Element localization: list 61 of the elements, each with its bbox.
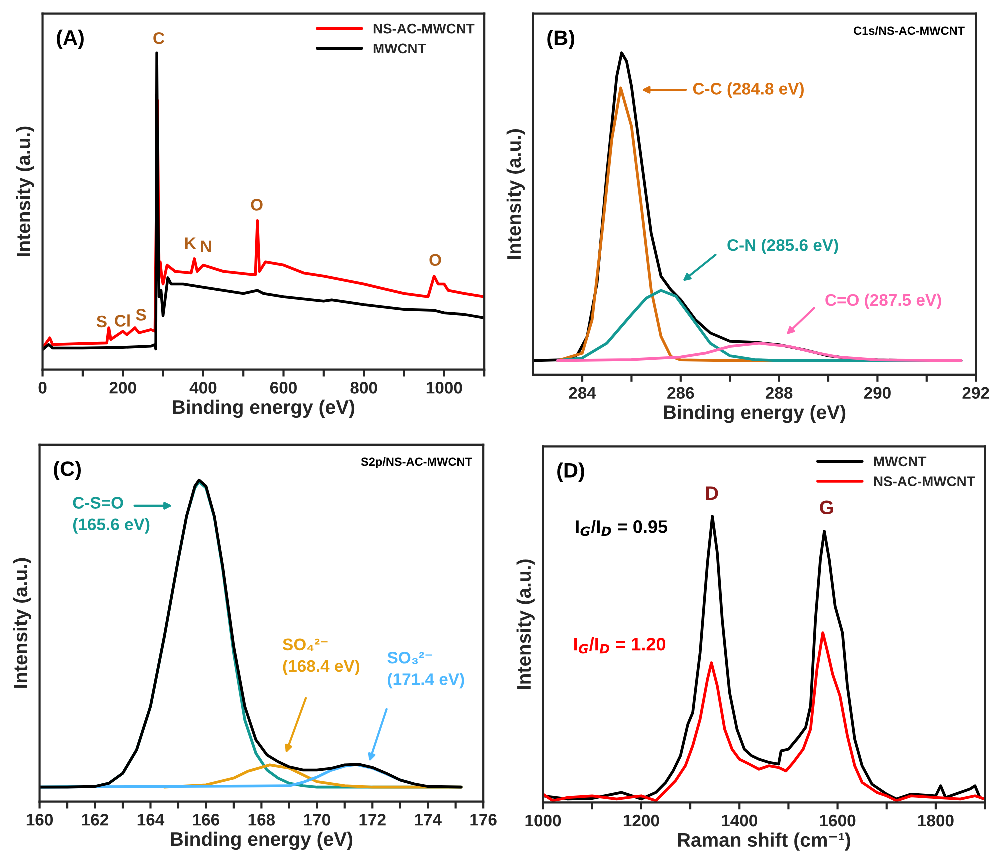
annotation: SO₄²⁻ (168.4 eV) (283, 638, 360, 676)
text: S2p/NS-AC-MWCNT (361, 457, 472, 468)
legend-label: MWCNT (874, 456, 927, 467)
annotation: I$_{G}$/I$_{D}$ = 0.95 (576, 520, 668, 536)
x-tick-label: 168 (248, 814, 276, 826)
text: C (154, 32, 165, 44)
x-axis-title: Binding energy (eV) (171, 832, 353, 850)
x-tick-label: 166 (193, 814, 220, 826)
y-axis-title: Intensity (a.u.) (13, 558, 32, 688)
x-tick-label: 800 (350, 382, 378, 394)
legend-label: NS-AC-MWCNT (374, 24, 475, 34)
x-tick-label: 1000 (426, 382, 462, 394)
legend-label: NS-AC-MWCNT (874, 476, 976, 487)
x-tick-label: 172 (360, 814, 386, 826)
y-axis-title: Intensity (a.u.) (506, 129, 525, 259)
x-tick-label: 400 (190, 382, 217, 394)
text: (A) (57, 30, 84, 50)
annotation: (C) (54, 461, 81, 480)
x-tick-label: 286 (668, 387, 694, 400)
x-tick-label: 162 (82, 814, 109, 826)
x-tick-label: 164 (138, 814, 165, 826)
x-tick-label: 1200 (624, 814, 660, 827)
x-tick-label: 1800 (918, 814, 954, 827)
x-tick-label: 160 (26, 814, 54, 826)
x-tick-label: 600 (270, 382, 297, 394)
x-tick-label: 292 (962, 387, 990, 400)
text: (B) (548, 30, 574, 50)
text: G (820, 500, 834, 515)
x-tick-label: 176 (470, 814, 497, 826)
annotation: C-N (285.6 eV) (728, 239, 838, 255)
annotation: C=O (287.5 eV) (826, 294, 942, 310)
annotation: SO₃²⁻ (171.4 eV) (388, 652, 464, 689)
annotation: C-S=O (165.6 eV) (73, 497, 150, 534)
annotation: S (96, 316, 107, 328)
annotation: C-C (284.8 eV) (693, 82, 804, 98)
x-tick-label: 0 (38, 382, 47, 394)
x-tick-label: 288 (766, 387, 793, 400)
y-axis-title: Intensity (a.u.) (516, 560, 535, 690)
legend-label: MWCNT (374, 44, 426, 54)
x-axis-title: Binding energy (eV) (173, 400, 355, 418)
x-tick-label: 1400 (722, 814, 758, 827)
x-axis-title: Binding energy (eV) (664, 405, 846, 424)
annotation: K (185, 238, 196, 250)
x-tick-label: 284 (569, 387, 596, 400)
x-tick-label: 1600 (820, 814, 856, 827)
x-tick-label: 1000 (526, 814, 562, 827)
text: (D) (558, 462, 584, 482)
x-axis-title: Raman shift (cm⁻¹) (678, 832, 850, 851)
annotation: N (201, 240, 212, 252)
annotation: I$_{G}$/I$_{D}$ = 1.20 (574, 638, 666, 654)
y-axis-title: Intensity (a.u.) (16, 126, 34, 256)
x-tick-label: 170 (304, 814, 330, 826)
x-tick-label: 200 (110, 382, 136, 394)
annotation: O (251, 199, 263, 211)
x-tick-label: 290 (864, 387, 891, 400)
annotation: S (136, 309, 146, 321)
annotation: Cl (115, 314, 130, 327)
annotation: O (430, 254, 442, 266)
x-tick-label: 174 (415, 814, 442, 826)
text: D (706, 486, 718, 500)
text: C1s/NS-AC-MWCNT (854, 26, 965, 36)
